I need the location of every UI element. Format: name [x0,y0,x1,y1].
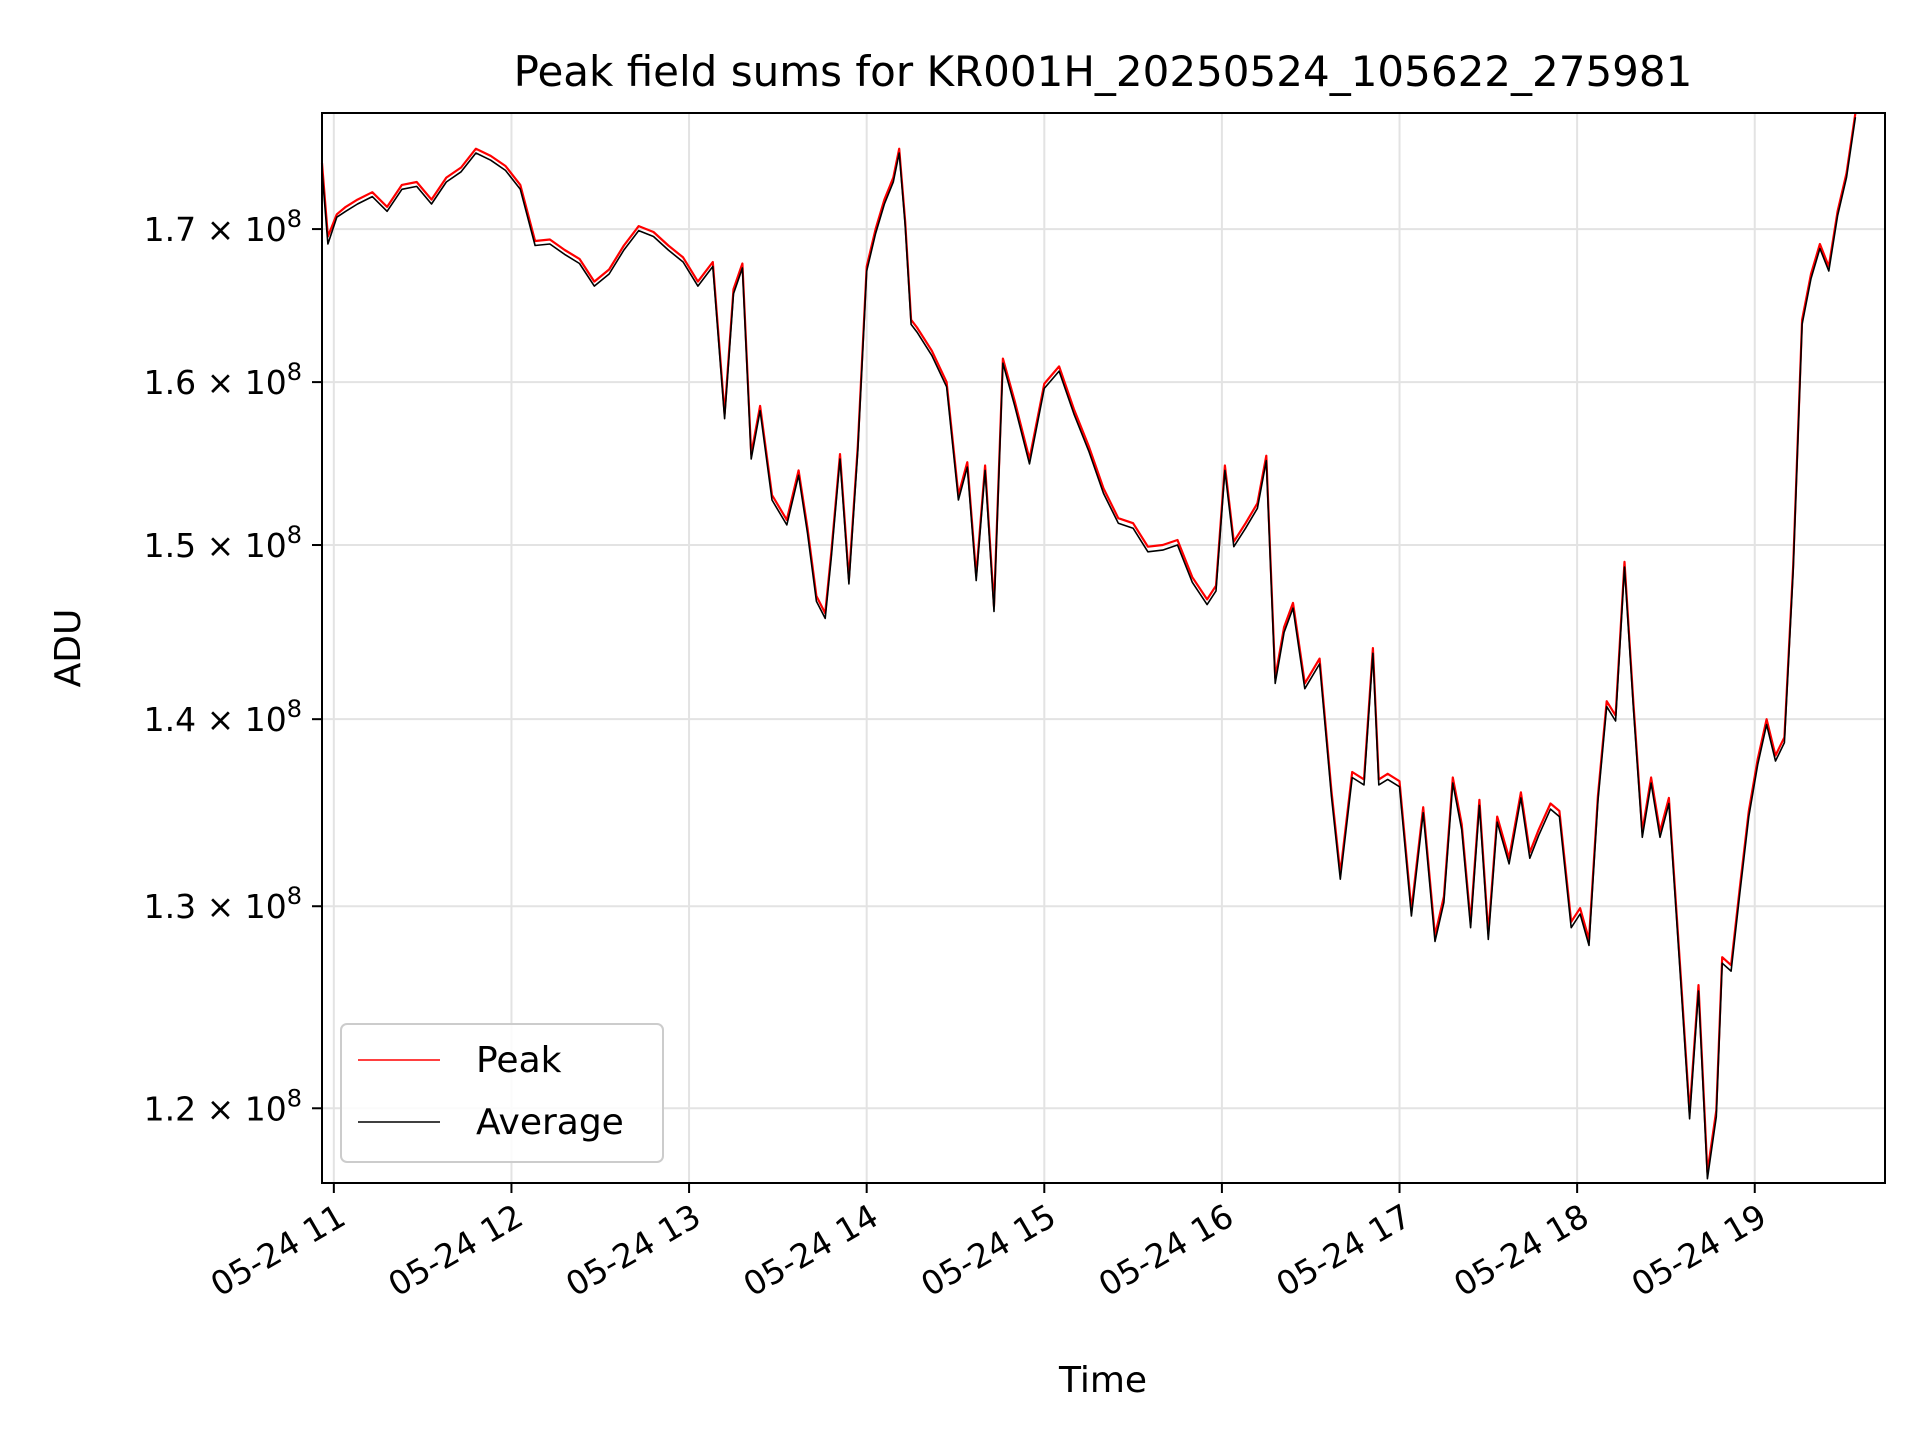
legend: Peak Average [340,1023,664,1163]
y-tick-label: 1.6 × 108 [144,358,302,402]
x-axis-label: Time [1058,1360,1147,1401]
legend-box [340,1023,664,1163]
legend-label-average: Average [476,1102,624,1143]
y-tick-label: 1.5 × 108 [144,521,302,565]
y-tick-label: 1.3 × 108 [144,882,302,926]
y-axis: 1.2 × 108 1.3 × 108 1.4 × 108 1.5 × 108 1.6 … [144,205,322,1128]
y-axis-label: ADU [48,609,89,688]
y-tick-label: 1.2 × 108 [144,1084,302,1128]
series-line-peak [320,112,1857,1174]
plot-lines [320,112,1857,1180]
grid-lines [322,113,1885,1183]
y-tick-label: 1.4 × 108 [144,695,302,739]
chart-title: Peak field sums for KR001H_20250524_1056… [514,47,1693,96]
plot-frame [321,112,1886,1184]
legend-label-peak: Peak [476,1040,562,1081]
series-line-average [321,117,1857,1180]
y-tick-label: 1.7 × 108 [144,205,302,249]
